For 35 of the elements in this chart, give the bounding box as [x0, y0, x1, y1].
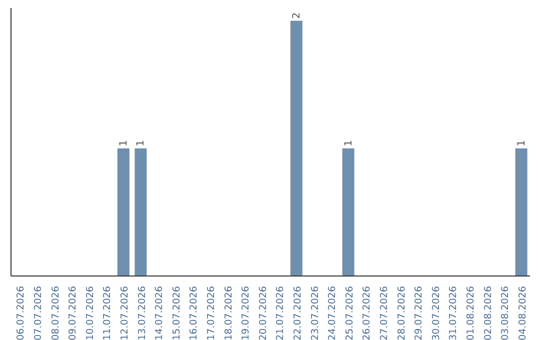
x-tick-label: 09.07.2026: [68, 286, 79, 340]
x-tick-label: 30.07.2026: [430, 286, 442, 340]
x-tick-label: 07.07.2026: [32, 286, 44, 340]
x-tick-label: 15.07.2026: [171, 286, 182, 340]
x-tick-label: 11.07.2026: [102, 286, 114, 340]
data-label: 1: [516, 140, 528, 146]
x-tick-label: 26.07.2026: [362, 286, 373, 340]
data-label: 1: [118, 140, 130, 146]
x-tick-label: 17.07.2026: [206, 286, 217, 340]
x-tick-label: 12.07.2026: [119, 286, 130, 340]
x-tick-label: 24.07.2026: [327, 286, 338, 340]
x-tick-label: 16.07.2026: [188, 286, 200, 340]
x-tick-label: 01.08.2026: [465, 286, 476, 340]
x-tick-label: 28.07.2026: [396, 286, 408, 340]
x-tick-label: 27.07.2026: [378, 286, 390, 340]
x-tick-label: 04.08.2026: [517, 286, 528, 340]
data-label: 1: [136, 140, 147, 146]
x-tick-label: 25.07.2026: [344, 286, 356, 340]
x-tick-label: 08.07.2026: [50, 286, 62, 340]
data-label: 1: [343, 140, 354, 146]
x-tick-label: 03.08.2026: [500, 286, 512, 340]
x-tick-label: 20.07.2026: [258, 286, 269, 340]
x-tick-label: 23.07.2026: [310, 286, 321, 340]
x-tick-label: 31.07.2026: [448, 286, 460, 340]
x-tick-label: 21.07.2026: [275, 286, 286, 340]
x-tick-label: 22.07.2026: [292, 286, 304, 340]
x-tick-label: 29.07.2026: [414, 286, 425, 340]
x-tick-label: 10.07.2026: [84, 286, 96, 340]
x-tick-label: 02.08.2026: [482, 286, 494, 340]
x-tick-label: 14.07.2026: [154, 286, 166, 340]
x-tick-label: 13.07.2026: [136, 286, 148, 340]
x-tick-label: 18.07.2026: [223, 286, 234, 340]
data-label: 2: [291, 12, 302, 19]
x-tick-label: 19.07.2026: [240, 286, 252, 340]
x-tick-label: 06.07.2026: [16, 286, 27, 340]
